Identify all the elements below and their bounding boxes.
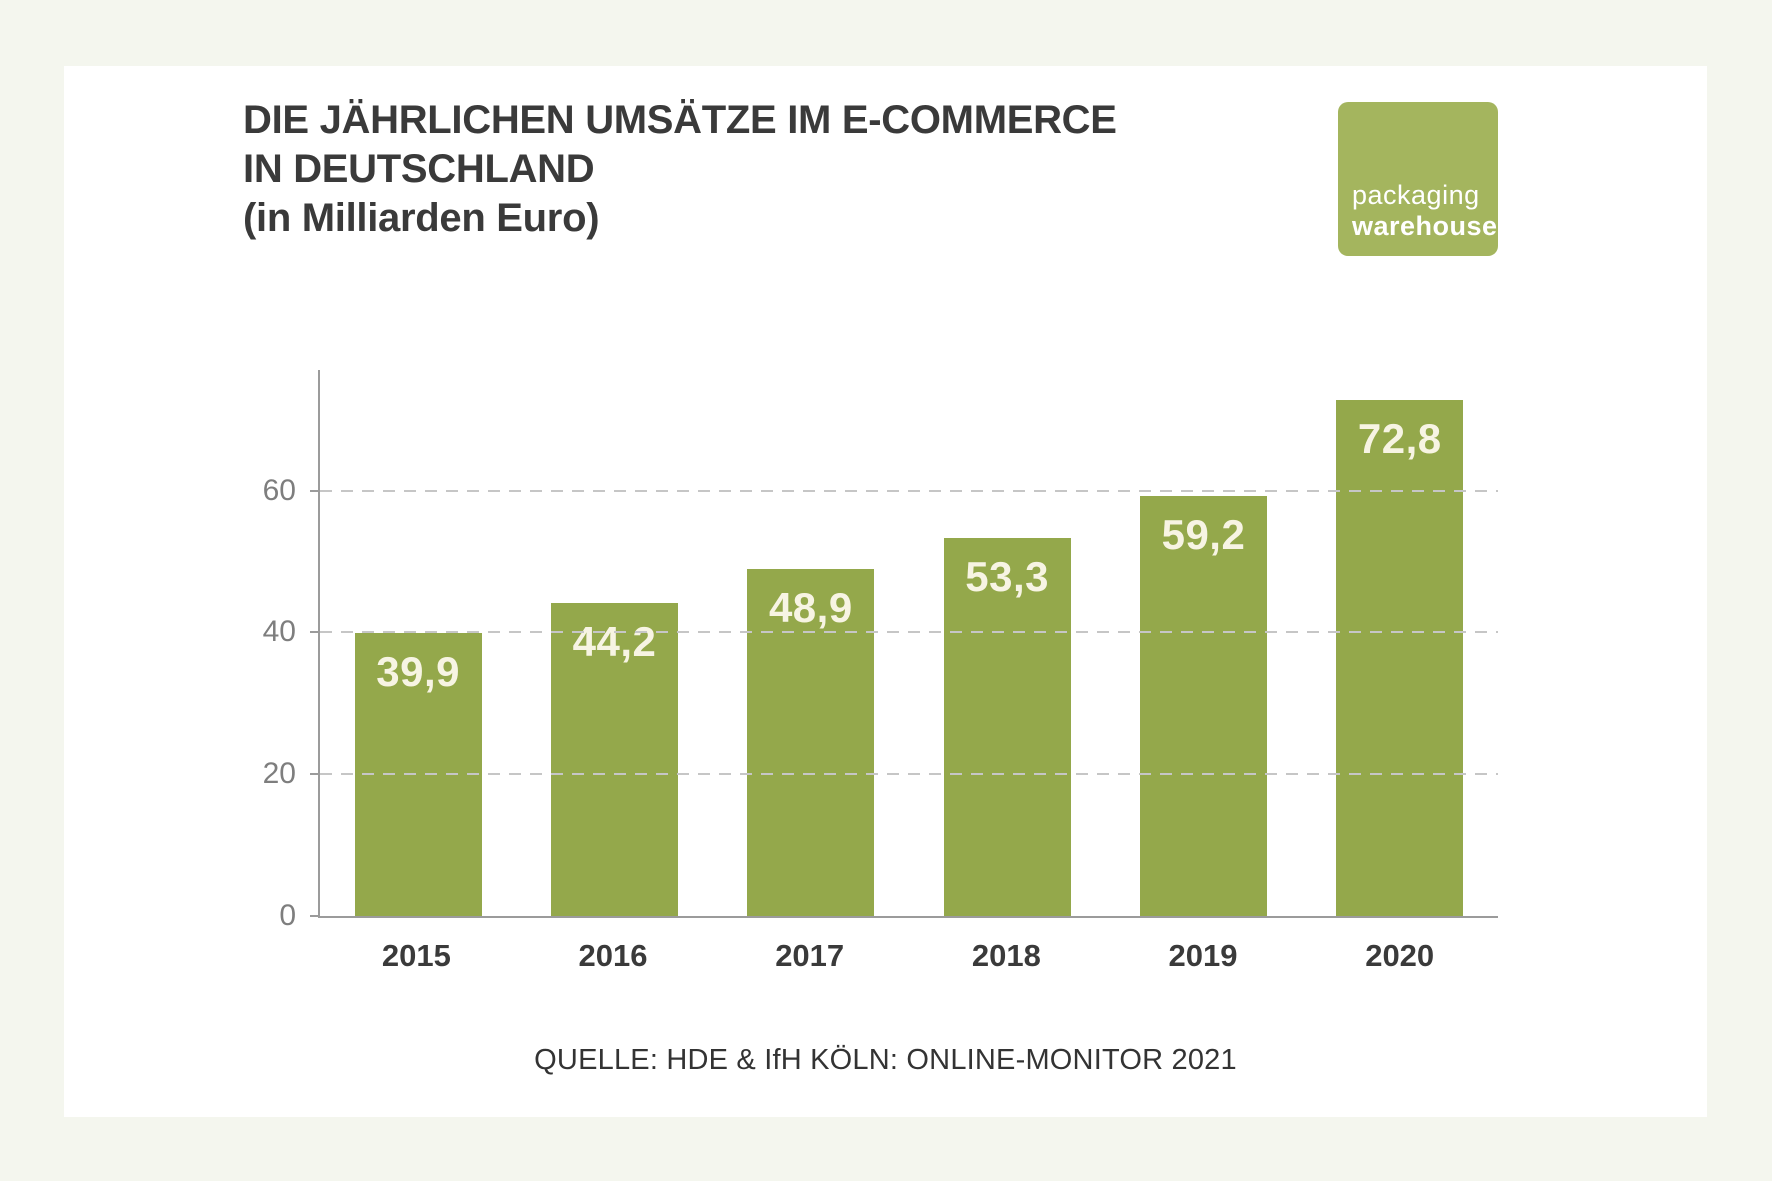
bar-column-2018: 53,3: [909, 370, 1105, 916]
bar-value-2020: 72,8: [1357, 414, 1442, 462]
gridline-20: [320, 773, 1498, 776]
logo-text-packaging: packaging: [1352, 180, 1480, 210]
page-title: DIE JÄHRLICHEN UMSÄTZE IM E-COMMERCE IN …: [243, 98, 1117, 240]
logo-text-warehouse: warehouse: [1352, 211, 1498, 241]
packaging-warehouse-logo: packaging warehouse: [1338, 102, 1498, 256]
x-axis-labels: 2015 2016 2017 2018 2019 2020: [318, 938, 1498, 974]
y-tick-mark-40: [310, 631, 320, 634]
bars: 39,9 44,2 48,9 53,3 59,2 72,8: [320, 370, 1498, 916]
x-label-2019: 2019: [1168, 938, 1238, 973]
bar-value-2016: 44,2: [572, 617, 657, 665]
gridline-40: [320, 631, 1498, 634]
infographic-card: DIE JÄHRLICHEN UMSÄTZE IM E-COMMERCE IN …: [64, 66, 1707, 1117]
bar-2016: 44,2: [550, 602, 678, 916]
bar-2018: 53,3: [943, 538, 1071, 916]
x-label-2020: 2020: [1365, 938, 1435, 973]
bar-2019: 59,2: [1139, 496, 1267, 916]
y-tick-label-0: 0: [279, 899, 296, 932]
bar-value-2015: 39,9: [376, 648, 461, 696]
gridline-60: [320, 489, 1498, 492]
x-label-2017: 2017: [775, 938, 845, 973]
bar-value-2018: 53,3: [965, 553, 1050, 601]
y-tick-mark-20: [310, 773, 320, 776]
y-tick-label-60: 60: [262, 473, 296, 507]
bar-2020: 72,8: [1336, 399, 1464, 916]
source-caption: QUELLE: HDE & IfH KÖLN: ONLINE-MONITOR 2…: [534, 1044, 1237, 1076]
y-tick-mark-0: [310, 915, 320, 917]
x-label-2016: 2016: [578, 938, 648, 973]
plot-area: 39,9 44,2 48,9 53,3 59,2 72,8 0 20 40 60: [263, 370, 1498, 931]
x-label-2018: 2018: [971, 938, 1041, 973]
bar-value-2019: 59,2: [1161, 511, 1246, 559]
bar-column-2020: 72,8: [1302, 370, 1498, 916]
bar-column-2019: 59,2: [1105, 370, 1301, 916]
x-label-2015: 2015: [381, 938, 451, 973]
bar-column-2017: 48,9: [713, 370, 909, 916]
bar-2017: 48,9: [747, 569, 875, 916]
y-tick-label-20: 20: [262, 757, 296, 791]
bar-value-2017: 48,9: [768, 584, 853, 632]
y-tick-label-40: 40: [262, 615, 296, 649]
y-tick-mark-60: [310, 489, 320, 492]
bar-column-2016: 44,2: [516, 370, 712, 916]
bar-column-2015: 39,9: [320, 370, 516, 916]
